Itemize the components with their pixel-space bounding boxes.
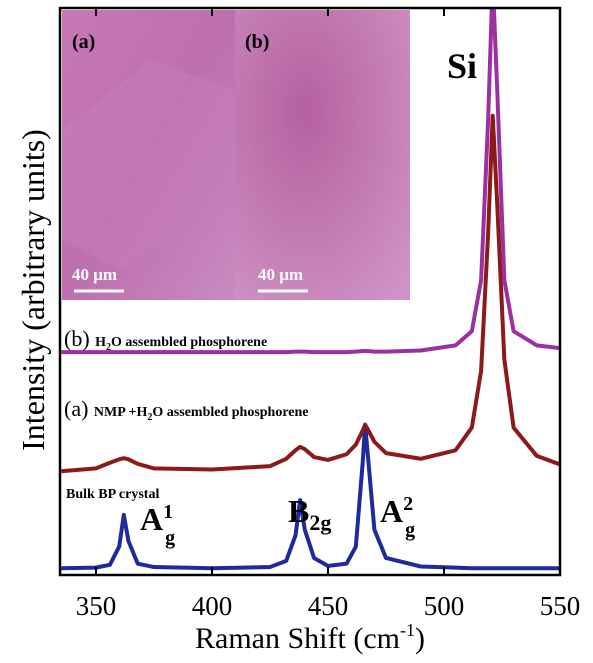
- inset-label: (b): [245, 31, 269, 53]
- annotation-part: g: [165, 527, 175, 549]
- x-axis-label-part: -1: [400, 620, 415, 640]
- x-axis-label: Raman Shift (cm-1): [195, 620, 425, 655]
- inset-label: (a): [72, 31, 95, 53]
- y-axis-label: Intensity (arbitrary units): [15, 129, 51, 451]
- annotation-part: g: [405, 519, 415, 541]
- annotation-part: O assembled phosphorene: [111, 335, 267, 350]
- annotation-part: NMP +H: [94, 405, 148, 420]
- annotation: A2 g: [380, 493, 415, 541]
- annotation-part: A: [380, 493, 403, 529]
- annotation: Bulk BP crystal: [66, 487, 159, 502]
- annotation-part: 2: [403, 493, 413, 515]
- inset-image-b: [235, 10, 410, 300]
- annotation-part: O assembled phosphorene: [152, 405, 308, 420]
- annotation: A1 g: [140, 501, 175, 549]
- annotation-part: (b): [64, 326, 95, 351]
- annotation-part: H: [95, 335, 106, 350]
- x-tick-label: 550: [540, 591, 581, 621]
- x-tick-label: 350: [76, 591, 117, 621]
- annotation: (a) NMP +H2O assembled phosphorene: [64, 396, 309, 423]
- annotation-part: A: [140, 501, 163, 537]
- page: {"chart_data": {"type": "line", "xlabel"…: [0, 0, 593, 663]
- annotation: B2g: [288, 493, 331, 535]
- chart: (a) (b) 40 μm 40 μm Si (b) H2O assembled…: [0, 0, 593, 663]
- annotation-part: B: [288, 493, 309, 529]
- annotation-part: 1: [163, 501, 173, 523]
- annotation: (b) H2O assembled phosphorene: [64, 326, 267, 353]
- x-axis-label-part: Raman Shift (cm: [195, 622, 400, 655]
- scale-label: 40 μm: [72, 265, 117, 284]
- annotation-part: (a): [64, 396, 94, 421]
- x-axis-label-part: ): [415, 622, 425, 655]
- annotation-part: 2g: [309, 510, 331, 535]
- annotation: Si: [447, 46, 477, 86]
- inset: (a) (b) 40 μm 40 μm: [62, 10, 410, 300]
- x-tick-label: 500: [424, 591, 465, 621]
- x-tick-label: 450: [308, 591, 349, 621]
- scale-label: 40 μm: [258, 265, 303, 284]
- x-tick-label: 400: [192, 591, 233, 621]
